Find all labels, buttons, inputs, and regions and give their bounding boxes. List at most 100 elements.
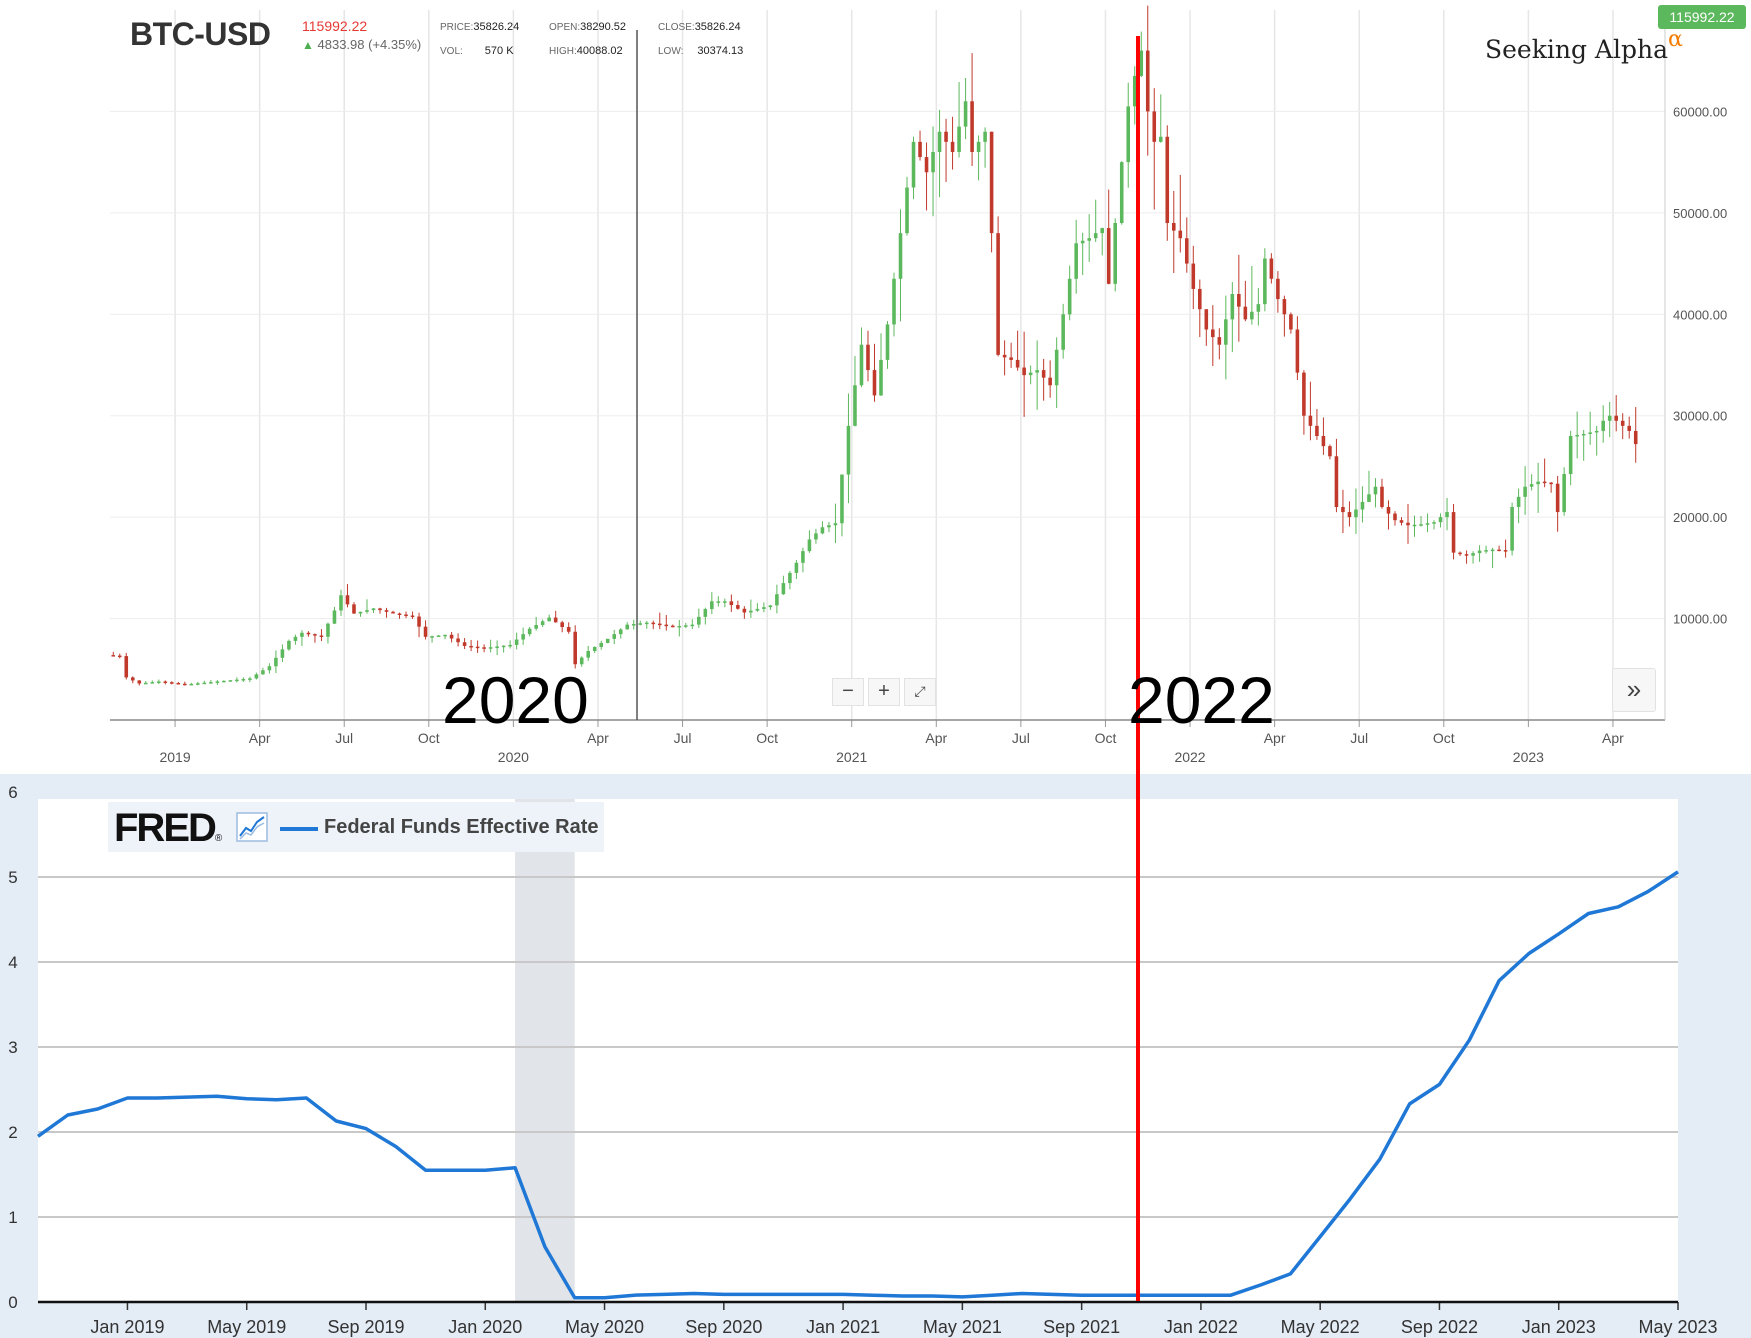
candle-body bbox=[989, 131, 994, 234]
candle-body bbox=[449, 634, 454, 639]
candle-body bbox=[872, 370, 877, 396]
candle-body bbox=[1158, 136, 1163, 142]
candle-body bbox=[1074, 243, 1078, 279]
candle-body bbox=[1211, 329, 1215, 338]
x-tick-label: Apr bbox=[587, 730, 609, 746]
candle-body bbox=[365, 610, 369, 612]
candle-body bbox=[378, 608, 382, 611]
candle-body bbox=[1308, 415, 1313, 426]
zoom-out-button[interactable]: − bbox=[832, 678, 864, 706]
candle-body bbox=[963, 101, 968, 127]
candle-body bbox=[1100, 228, 1104, 234]
candle-body bbox=[1555, 483, 1560, 513]
fed-funds-chart: 0 1 2 3 4 5 6 Jan 2019 May 2019 Sep 2019 Jan 2020 M… bbox=[0, 774, 1751, 1338]
recession-shade bbox=[515, 799, 575, 1302]
x-tick-label: Jan 2023 bbox=[1522, 1317, 1596, 1337]
candle-body bbox=[1341, 507, 1345, 513]
candle-body bbox=[1503, 550, 1508, 552]
candle-body bbox=[736, 605, 740, 609]
candle-body bbox=[261, 670, 265, 675]
y-tick-label: 5 bbox=[8, 868, 17, 887]
symbol-title: BTC-USD bbox=[130, 16, 271, 52]
candle-body bbox=[352, 604, 356, 614]
candle-body bbox=[716, 601, 721, 603]
candle-body bbox=[924, 157, 929, 173]
candle-body bbox=[820, 527, 825, 534]
candle-body bbox=[1028, 372, 1033, 376]
candle-body bbox=[339, 595, 343, 611]
candle-body bbox=[1035, 370, 1039, 373]
zoom-in-button[interactable]: + bbox=[868, 678, 900, 706]
ohlc-high-label: HIGH: bbox=[549, 46, 577, 57]
candle-body bbox=[1204, 309, 1209, 330]
candle-body bbox=[1093, 233, 1098, 239]
candle-body bbox=[319, 635, 324, 637]
candle-body bbox=[1132, 75, 1137, 107]
candle-body bbox=[1184, 238, 1189, 264]
candle-body bbox=[241, 679, 246, 681]
ohlc-vol-label: VOL: bbox=[440, 46, 463, 57]
candle-body bbox=[345, 595, 350, 605]
candle-body bbox=[742, 608, 747, 613]
candle-body bbox=[1224, 319, 1228, 345]
candle-body bbox=[690, 624, 695, 627]
candle-body bbox=[384, 610, 389, 612]
candle-body bbox=[1237, 294, 1241, 307]
candle-body bbox=[957, 126, 961, 152]
scroll-forward-button[interactable]: » bbox=[1612, 668, 1656, 712]
ohlc-price: PRICE:35826.24 bbox=[440, 21, 519, 33]
candle-body bbox=[462, 642, 467, 646]
candle-body bbox=[1289, 314, 1293, 330]
candle-body bbox=[1295, 329, 1300, 373]
ohlc-open-value: 38290.52 bbox=[580, 21, 627, 33]
alpha-icon: α bbox=[1667, 27, 1683, 52]
candle-body bbox=[657, 623, 662, 626]
candle-body bbox=[1041, 370, 1046, 378]
candle-body bbox=[814, 533, 818, 540]
candle-body bbox=[1614, 415, 1618, 421]
candle-body bbox=[833, 523, 838, 526]
reset-zoom-button[interactable]: ⤢ bbox=[904, 678, 936, 706]
seeking-alpha-logo: Seeking Alphaα bbox=[1485, 27, 1683, 64]
candle-body bbox=[143, 682, 148, 685]
candle-body bbox=[859, 344, 864, 386]
candle-body bbox=[1542, 481, 1547, 484]
y-tick-label: 3 bbox=[8, 1038, 17, 1057]
candle-body bbox=[892, 278, 896, 325]
candle-body bbox=[1282, 299, 1287, 315]
candle-body bbox=[1009, 357, 1013, 360]
y-tick-label: 60000.00 bbox=[1673, 104, 1727, 119]
candle-body bbox=[651, 622, 656, 625]
candle-body bbox=[618, 629, 623, 635]
candle-body bbox=[1549, 482, 1553, 485]
candle-body bbox=[176, 682, 181, 685]
ohlc-vol-value: 570 K bbox=[484, 45, 514, 57]
candle-body bbox=[313, 634, 317, 636]
x-tick-label: Jan 2019 bbox=[90, 1317, 164, 1337]
candle-body bbox=[443, 634, 447, 637]
x-tick-label: 2019 bbox=[159, 749, 190, 765]
candle-body bbox=[404, 614, 408, 617]
candle-body bbox=[781, 583, 786, 595]
candle-body bbox=[501, 645, 506, 648]
candle-body bbox=[358, 611, 363, 614]
ohlc-high: HIGH:40088.02 bbox=[549, 45, 623, 57]
candle-body bbox=[1458, 552, 1462, 555]
candle-body bbox=[540, 621, 545, 625]
candle-body bbox=[1438, 517, 1443, 523]
candle-body bbox=[1119, 162, 1124, 223]
candle-body bbox=[430, 636, 434, 638]
candle-body bbox=[130, 677, 135, 681]
candle-body bbox=[508, 644, 512, 647]
candle-body bbox=[306, 632, 311, 635]
candle-body bbox=[391, 611, 395, 614]
candle-body bbox=[267, 666, 272, 671]
candle-body bbox=[592, 646, 597, 652]
candle-body bbox=[1529, 484, 1534, 487]
candle-body bbox=[625, 624, 630, 630]
ohlc-close-label: CLOSE: bbox=[658, 22, 695, 33]
candle-body bbox=[1510, 507, 1514, 551]
candle-body bbox=[1191, 263, 1196, 289]
candle-body bbox=[534, 624, 538, 629]
candle-body bbox=[1588, 432, 1592, 434]
